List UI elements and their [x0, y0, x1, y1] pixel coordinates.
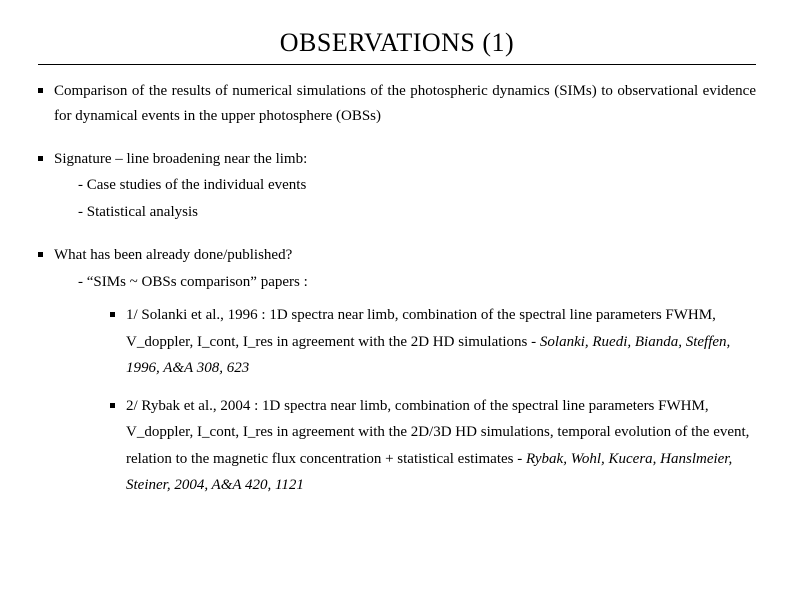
sub-case-studies: - Case studies of the individual events	[78, 173, 756, 198]
signature-sublist: - Case studies of the individual events …	[78, 173, 756, 225]
bullet-published-text: What has been already done/published?	[54, 247, 292, 263]
slide: OBSERVATIONS (1) Comparison of the resul…	[0, 0, 794, 595]
reference-list: 1/ Solanki et al., 1996 : 1D spectra nea…	[110, 302, 756, 498]
sub-statistical: - Statistical analysis	[78, 200, 756, 225]
sub-sims-obss: - “SIMs ~ OBSs comparison” papers :	[78, 270, 756, 295]
bullet-list: Comparison of the results of numerical s…	[38, 79, 756, 498]
bullet-comparison: Comparison of the results of numerical s…	[38, 79, 756, 129]
bullet-signature: Signature – line broadening near the lim…	[38, 147, 756, 225]
slide-title: OBSERVATIONS (1)	[38, 28, 756, 58]
published-sublist: - “SIMs ~ OBSs comparison” papers :	[78, 270, 756, 295]
bullet-published: What has been already done/published? - …	[38, 243, 756, 498]
title-underline	[38, 64, 756, 65]
ref-solanki: 1/ Solanki et al., 1996 : 1D spectra nea…	[110, 302, 756, 381]
bullet-signature-text: Signature – line broadening near the lim…	[54, 151, 307, 167]
ref-rybak: 2/ Rybak et al., 2004 : 1D spectra near …	[110, 393, 756, 498]
